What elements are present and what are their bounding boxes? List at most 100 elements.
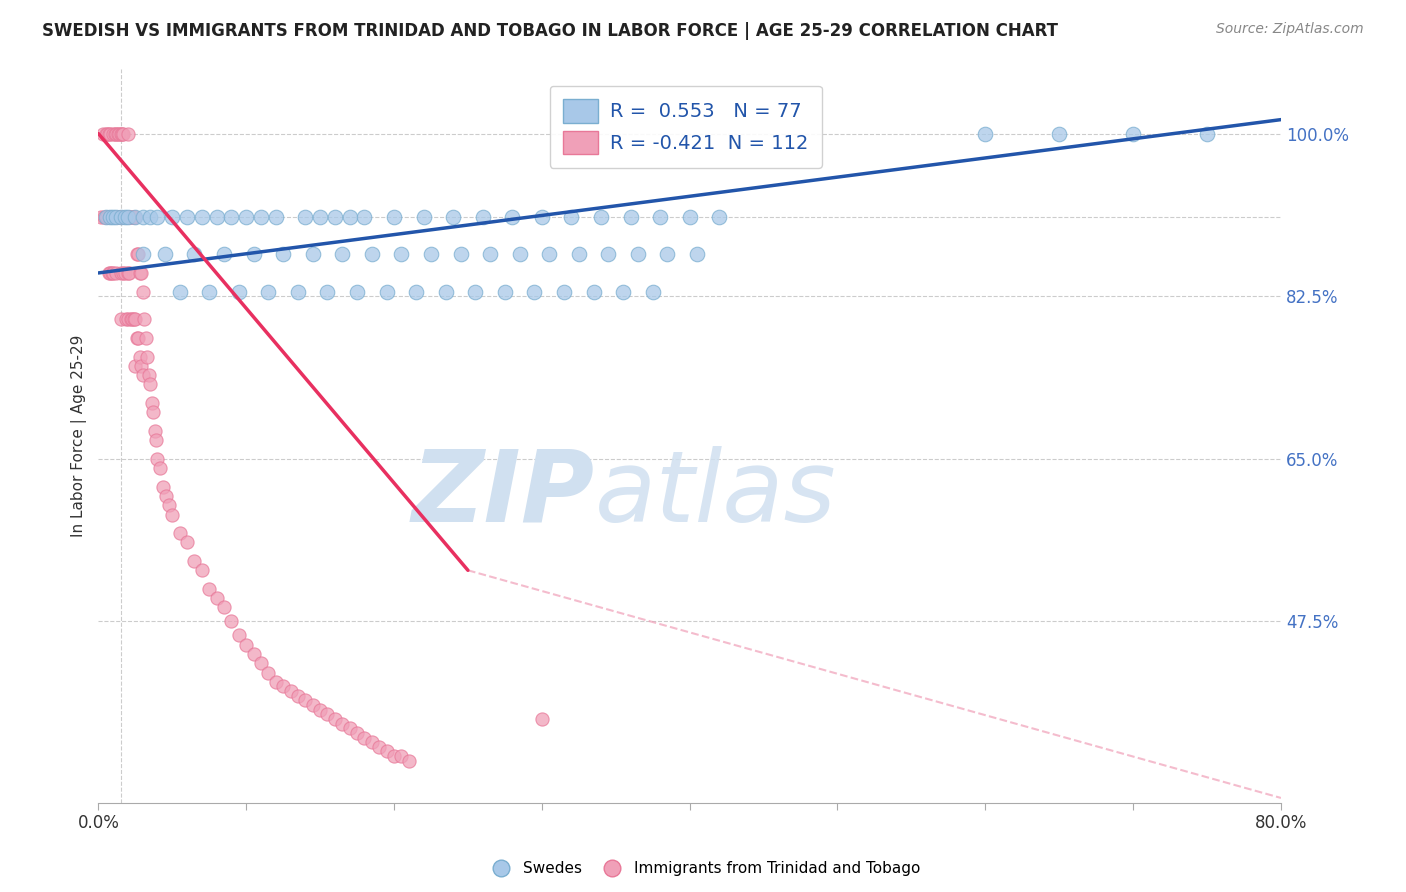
Point bbox=[405, 285, 427, 299]
Point bbox=[101, 266, 124, 280]
Point bbox=[434, 285, 457, 299]
Point bbox=[330, 716, 353, 731]
Point bbox=[96, 210, 118, 224]
Point bbox=[162, 508, 184, 522]
Point bbox=[104, 210, 127, 224]
Point bbox=[111, 127, 134, 141]
Point bbox=[117, 312, 139, 326]
Point bbox=[124, 312, 146, 326]
Point bbox=[648, 210, 671, 224]
Point bbox=[91, 127, 114, 141]
Point bbox=[114, 210, 136, 224]
Point bbox=[114, 266, 136, 280]
Point bbox=[129, 266, 152, 280]
Point bbox=[107, 210, 129, 224]
Point bbox=[205, 210, 228, 224]
Point bbox=[115, 210, 138, 224]
Point bbox=[105, 210, 128, 224]
Point bbox=[127, 331, 149, 345]
Point bbox=[441, 210, 464, 224]
Point bbox=[346, 726, 368, 740]
Point bbox=[131, 247, 153, 261]
Point bbox=[287, 285, 309, 299]
Point bbox=[142, 405, 165, 419]
Point bbox=[271, 247, 294, 261]
Point bbox=[110, 266, 132, 280]
Point bbox=[479, 247, 502, 261]
Point bbox=[382, 210, 405, 224]
Point bbox=[257, 285, 280, 299]
Point bbox=[124, 210, 146, 224]
Point bbox=[679, 210, 702, 224]
Point bbox=[198, 285, 221, 299]
Point bbox=[143, 424, 166, 438]
Point bbox=[94, 127, 117, 141]
Point bbox=[120, 312, 142, 326]
Point bbox=[135, 331, 157, 345]
Point bbox=[124, 359, 146, 373]
Point bbox=[141, 396, 163, 410]
Point bbox=[108, 210, 131, 224]
Point bbox=[129, 359, 152, 373]
Point bbox=[134, 312, 156, 326]
Point bbox=[108, 127, 131, 141]
Point bbox=[627, 247, 650, 261]
Point bbox=[464, 285, 486, 299]
Point bbox=[176, 535, 198, 549]
Point bbox=[124, 210, 146, 224]
Point bbox=[139, 210, 162, 224]
Point bbox=[264, 674, 287, 689]
Point bbox=[117, 127, 139, 141]
Point bbox=[221, 615, 243, 629]
Point bbox=[93, 210, 115, 224]
Point bbox=[169, 285, 191, 299]
Point bbox=[494, 285, 516, 299]
Point bbox=[1122, 127, 1144, 141]
Point bbox=[228, 285, 250, 299]
Point bbox=[128, 350, 150, 364]
Point bbox=[641, 285, 664, 299]
Point bbox=[104, 127, 127, 141]
Point bbox=[122, 312, 145, 326]
Point bbox=[523, 285, 546, 299]
Point bbox=[117, 266, 139, 280]
Point bbox=[264, 210, 287, 224]
Point bbox=[97, 127, 120, 141]
Point bbox=[105, 127, 128, 141]
Point bbox=[176, 210, 198, 224]
Text: SWEDISH VS IMMIGRANTS FROM TRINIDAD AND TOBAGO IN LABOR FORCE | AGE 25-29 CORREL: SWEDISH VS IMMIGRANTS FROM TRINIDAD AND … bbox=[42, 22, 1059, 40]
Point bbox=[127, 247, 149, 261]
Point bbox=[250, 210, 273, 224]
Point bbox=[353, 210, 375, 224]
Point bbox=[121, 312, 143, 326]
Point bbox=[110, 210, 132, 224]
Point bbox=[98, 210, 121, 224]
Point bbox=[450, 247, 472, 261]
Point bbox=[323, 712, 346, 726]
Point bbox=[120, 210, 142, 224]
Text: Source: ZipAtlas.com: Source: ZipAtlas.com bbox=[1216, 22, 1364, 37]
Point bbox=[111, 210, 134, 224]
Point bbox=[368, 739, 391, 754]
Point bbox=[100, 266, 122, 280]
Point bbox=[301, 247, 323, 261]
Point bbox=[122, 210, 145, 224]
Point bbox=[657, 247, 679, 261]
Point bbox=[146, 210, 169, 224]
Point bbox=[568, 247, 591, 261]
Point bbox=[294, 693, 316, 707]
Point bbox=[105, 266, 128, 280]
Point bbox=[191, 210, 214, 224]
Point bbox=[162, 210, 184, 224]
Text: atlas: atlas bbox=[595, 446, 837, 543]
Point bbox=[530, 210, 553, 224]
Point bbox=[250, 657, 273, 671]
Point bbox=[589, 210, 612, 224]
Point bbox=[107, 127, 129, 141]
Point bbox=[360, 735, 382, 749]
Point bbox=[110, 312, 132, 326]
Point bbox=[101, 210, 124, 224]
Point bbox=[538, 247, 561, 261]
Point bbox=[152, 480, 174, 494]
Point bbox=[146, 451, 169, 466]
